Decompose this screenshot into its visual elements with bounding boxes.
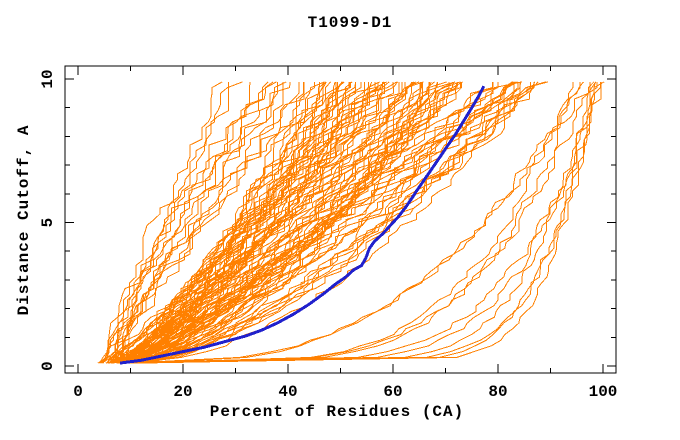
plot-title: T1099-D1 [308,14,393,32]
model-curves-layer [97,81,605,365]
model-curve-good-models [140,81,602,364]
model-curve-mid-models [138,81,519,364]
model-curve-mid-models [108,81,380,364]
y-axis-label: Distance Cutoff, A [15,125,33,316]
model-curve-mid-models [140,81,531,364]
model-curve-mid-models [137,81,423,364]
model-curve-near-native-models [133,81,596,364]
model-curve-mid-models [107,81,415,364]
model-curve-mid-models [119,81,463,364]
x-tick-label: 0 [73,383,83,401]
model-curve-poor-models [110,81,300,364]
x-tick-label: 60 [383,383,402,401]
model-curve-mid-models [118,81,535,364]
x-tick-label: 20 [173,383,192,401]
model-curve-mid-models [118,81,424,364]
model-curve-mid-models [113,81,421,364]
model-curve-mid-models [127,81,549,364]
model-curve-poor-models [119,81,230,364]
x-tick-label: 100 [589,383,618,401]
model-curve-near-native-models [130,81,602,364]
model-curve-mid-models [137,81,536,364]
model-curve-poor-models [117,81,278,364]
model-curve-mid-models [136,81,385,364]
model-curve-poor-models [110,81,243,364]
model-curve-mid-models [126,81,422,364]
model-curve-mid-models [148,81,539,364]
tick-labels-layer: 0 20 40 60 80 100 0 5 10 [39,69,617,401]
y-tick-label: 0 [39,361,57,371]
model-curve-good-models [135,81,605,364]
model-curve-poor-models [100,81,284,364]
model-curve-mid-models [135,81,331,364]
model-curve-mid-models [125,81,356,364]
model-curve-near-native-models [133,81,595,364]
y-tick-label: 5 [39,218,57,228]
x-axis-label: Percent of Residues (CA) [210,403,464,421]
model-curve-mid-models [108,81,456,364]
model-curve-mid-models [124,81,325,364]
model-curve-mid-models [116,81,412,364]
model-curve-mid-models [126,81,385,364]
model-curve-mid-models [144,81,394,364]
model-curve-good-models [124,81,584,364]
model-curve-mid-models [142,81,390,364]
y-tick-label: 10 [39,69,57,88]
model-curve-mid-models [110,81,344,364]
x-tick-label: 40 [278,383,297,401]
model-curve-mid-models [121,81,517,364]
model-curve-good-models [135,81,598,364]
model-curve-good-models [129,81,597,364]
model-curve-mid-models [134,81,546,364]
model-curve-good-models [144,81,581,364]
highlight-curve [119,85,486,365]
axes-layer [64,65,617,374]
model-curve-good-models [140,81,574,364]
model-curve-poor-models [102,81,287,364]
x-tick-label: 80 [488,383,507,401]
model-curve-mid-models [110,81,362,364]
model-curve-mid-models [118,81,439,364]
model-curve-poor-models [99,81,223,364]
